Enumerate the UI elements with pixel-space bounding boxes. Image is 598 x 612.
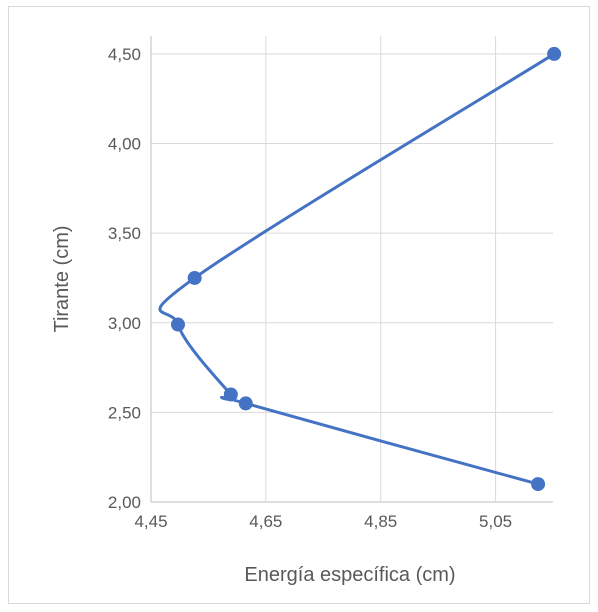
data-point xyxy=(238,396,253,411)
x-axis-title: Energía específica (cm) xyxy=(244,564,455,586)
series-line xyxy=(158,52,555,486)
gridlines xyxy=(150,36,553,503)
chart-frame xyxy=(8,6,590,604)
y-tick-label: 4,50 xyxy=(108,45,141,64)
y-axis-title: Tirante (cm) xyxy=(51,225,73,332)
data-point xyxy=(170,317,185,332)
x-tick-labels: 4,45 4,65 4,85 5,05 xyxy=(134,512,512,531)
data-point xyxy=(531,477,546,492)
y-tick-label: 3,50 xyxy=(108,224,141,243)
y-tick-label: 2,50 xyxy=(108,403,141,422)
y-tick-labels: 2,00 2,50 3,00 3,50 4,00 4,50 xyxy=(108,45,141,512)
y-tick-label: 4,00 xyxy=(108,135,141,154)
data-points xyxy=(170,46,562,492)
x-tick-label: 4,45 xyxy=(134,512,167,531)
x-tick-label: 4,85 xyxy=(364,512,397,531)
data-point xyxy=(223,387,238,402)
y-tick-label: 2,00 xyxy=(108,493,141,512)
x-tick-label: 4,65 xyxy=(249,512,282,531)
x-tick-label: 5,05 xyxy=(479,512,512,531)
data-point xyxy=(187,270,202,285)
data-point xyxy=(547,46,562,61)
y-tick-label: 3,00 xyxy=(108,314,141,333)
